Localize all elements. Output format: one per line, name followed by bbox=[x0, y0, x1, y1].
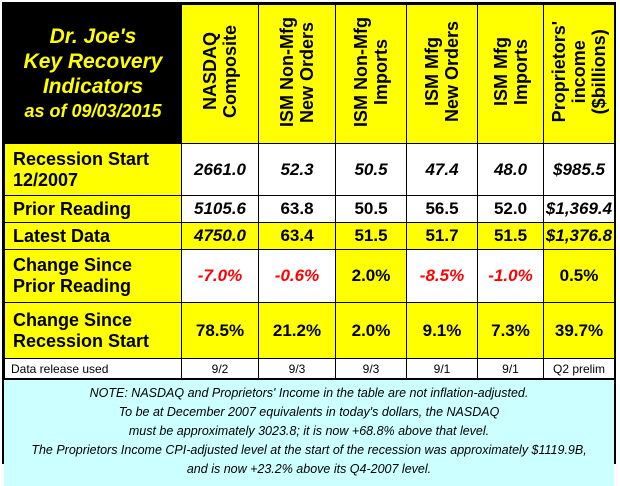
table-cell: 2661.0 bbox=[181, 143, 259, 196]
row-label-line: 12/2007 bbox=[13, 169, 79, 190]
table-cell: 48.0 bbox=[477, 143, 544, 196]
row-label-line: Prior Reading bbox=[13, 276, 132, 296]
col-header-ism-nonmfg-orders: ISM Non-Mfg New Orders bbox=[258, 4, 336, 144]
table-cell: 51.7 bbox=[406, 222, 478, 250]
col-header-line: ($billions) bbox=[589, 29, 609, 114]
table-cell: 63.8 bbox=[258, 195, 336, 223]
table-row-change-since-prior: Change Since Prior Reading -7.0% -0.6% 2.… bbox=[4, 249, 615, 303]
row-label-line: Change Since bbox=[13, 255, 133, 275]
title-line-2: Key Recovery bbox=[23, 50, 163, 73]
table-cell: Q2 prelim bbox=[543, 358, 615, 379]
row-label: Recession Start 12/2007 bbox=[4, 143, 182, 196]
row-label-line: Recession Start bbox=[13, 330, 150, 351]
table-row-recession-start: Recession Start 12/2007 2661.0 52.3 50.5 … bbox=[4, 143, 615, 196]
table-cell: 9/1 bbox=[406, 358, 478, 379]
table-cell: 9/3 bbox=[335, 358, 407, 379]
title-line-1: Dr. Joe's bbox=[49, 25, 137, 48]
footnote: NOTE: NASDAQ and Proprietors' Income in … bbox=[4, 379, 614, 486]
table-cell-negative: -8.5% bbox=[406, 249, 478, 303]
indicator-table: Dr. Joe's Key Recovery Indicators as of … bbox=[4, 4, 615, 379]
footnote-line: NOTE: NASDAQ and Proprietors' Income in … bbox=[89, 386, 529, 400]
table-cell-negative: -0.6% bbox=[258, 249, 336, 303]
row-label: Data release used bbox=[4, 358, 182, 379]
col-header-line: NASDAQ bbox=[200, 32, 220, 111]
row-label: Prior Reading bbox=[4, 195, 182, 223]
col-header-line: Imports bbox=[510, 38, 531, 105]
table-cell: 4750.0 bbox=[181, 222, 259, 250]
table-cell: 78.5% bbox=[181, 302, 259, 359]
col-header-ism-mfg-imports: ISM Mfg Imports bbox=[477, 4, 544, 144]
table-cell: 39.7% bbox=[543, 302, 615, 359]
table-cell: 5105.6 bbox=[181, 195, 259, 223]
title-line-3: Indicators bbox=[42, 75, 144, 98]
table-cell: 2.0% bbox=[335, 249, 407, 303]
table-row-latest-data: Latest Data 4750.0 63.4 51.5 51.7 51.5 $… bbox=[4, 222, 615, 250]
table-cell: 63.4 bbox=[258, 222, 336, 250]
table-cell-negative: -7.0% bbox=[181, 249, 259, 303]
col-header-line: ISM Mfg bbox=[422, 37, 442, 106]
col-header-ism-mfg-orders: ISM Mfg New Orders bbox=[406, 4, 478, 144]
col-header-line: New Orders bbox=[442, 20, 462, 123]
col-header-line: income bbox=[569, 39, 589, 104]
col-header-line: Proprietors' bbox=[549, 20, 569, 123]
table-cell: 50.5 bbox=[335, 143, 407, 196]
col-header-nasdaq: NASDAQ Composite bbox=[181, 4, 259, 144]
col-header-ism-nonmfg-imports: ISM Non-Mfg Imports bbox=[335, 4, 407, 144]
table-title: Dr. Joe's Key Recovery Indicators as of … bbox=[4, 4, 182, 144]
table-row-change-since-recession: Change Since Recession Start 78.5% 21.2% … bbox=[4, 302, 615, 359]
table-cell: 51.5 bbox=[335, 222, 407, 250]
col-header-proprietors-income: Proprietors' income ($billions) bbox=[543, 4, 615, 144]
table-cell: $1,369.4 bbox=[543, 195, 615, 223]
footnote-line: To be at December 2007 equivalents in to… bbox=[118, 405, 500, 419]
col-header-line: ISM Non-Mfg bbox=[277, 16, 297, 127]
row-label-line: Recession Start bbox=[13, 148, 150, 169]
table-cell: $1,376.8 bbox=[543, 222, 615, 250]
table-row-data-release: Data release used 9/2 9/3 9/3 9/1 9/1 Q2… bbox=[4, 358, 615, 379]
table-cell: 52.0 bbox=[477, 195, 544, 223]
table-cell: 50.5 bbox=[335, 195, 407, 223]
table-cell: $985.5 bbox=[543, 143, 615, 196]
table-cell: 2.0% bbox=[335, 302, 407, 359]
col-header-line: Imports bbox=[371, 38, 391, 105]
col-header-line: Composite bbox=[220, 24, 240, 118]
header-row: Dr. Joe's Key Recovery Indicators as of … bbox=[4, 4, 615, 144]
table-row-prior-reading: Prior Reading 5105.6 63.8 50.5 56.5 52.0… bbox=[4, 195, 615, 223]
col-header-line: New Orders bbox=[297, 20, 317, 123]
title-date: as of 09/03/2015 bbox=[24, 101, 162, 121]
table-cell: 7.3% bbox=[477, 302, 544, 359]
footnote-line: and is now +23.2% above its Q4-2007 leve… bbox=[186, 462, 432, 476]
row-label: Latest Data bbox=[4, 222, 182, 250]
table-cell: 9/1 bbox=[477, 358, 544, 379]
row-label: Change Since Prior Reading bbox=[4, 249, 182, 303]
table-cell: 52.3 bbox=[258, 143, 336, 196]
table-cell: 9/3 bbox=[258, 358, 336, 379]
col-header-line: ISM Mfg bbox=[490, 37, 511, 106]
table-cell: 0.5% bbox=[543, 249, 615, 303]
col-header-line: ISM Non-Mfg bbox=[351, 16, 371, 127]
row-label-line: Change Since bbox=[13, 309, 133, 330]
table-cell-negative: -1.0% bbox=[477, 249, 544, 303]
table-cell: 51.5 bbox=[477, 222, 544, 250]
table-cell: 9.1% bbox=[406, 302, 478, 359]
table-cell: 9/2 bbox=[181, 358, 259, 379]
footnote-line: The Proprietors Income CPI-adjusted leve… bbox=[31, 443, 587, 457]
row-label: Change Since Recession Start bbox=[4, 302, 182, 359]
footnote-line: must be approximately 3023.8; it is now … bbox=[128, 424, 490, 438]
table-cell: 21.2% bbox=[258, 302, 336, 359]
table-cell: 56.5 bbox=[406, 195, 478, 223]
table-cell: 47.4 bbox=[406, 143, 478, 196]
